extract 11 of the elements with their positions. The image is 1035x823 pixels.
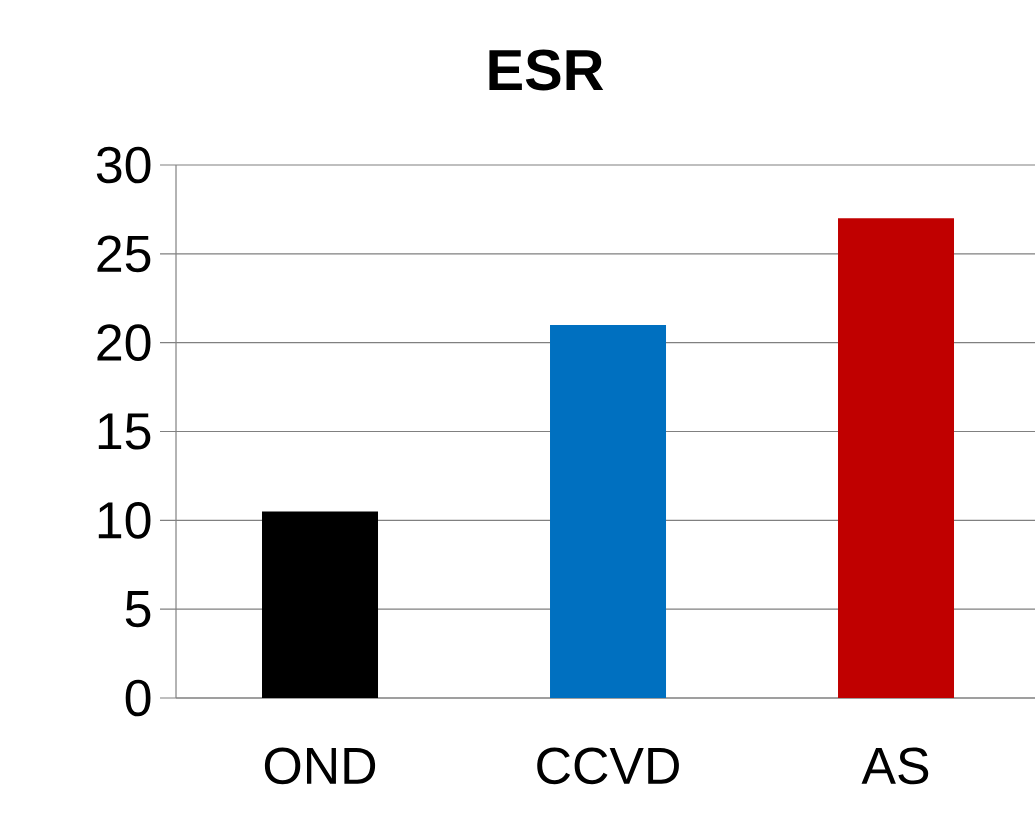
y-tick-label: 25 <box>97 235 151 273</box>
y-tick-label: 5 <box>125 591 151 628</box>
x-tick-label: CCVD <box>537 747 679 785</box>
x-tick-label: OND <box>264 747 376 785</box>
y-tick-label: 15 <box>98 413 151 450</box>
y-tick-label: 20 <box>97 324 151 361</box>
y-tick-label: 0 <box>125 679 151 717</box>
x-tick-label: AS <box>861 747 929 785</box>
chart-title: ESR <box>489 49 604 91</box>
y-tick-label: 30 <box>96 146 151 184</box>
y-tick-label: 10 <box>98 501 151 539</box>
